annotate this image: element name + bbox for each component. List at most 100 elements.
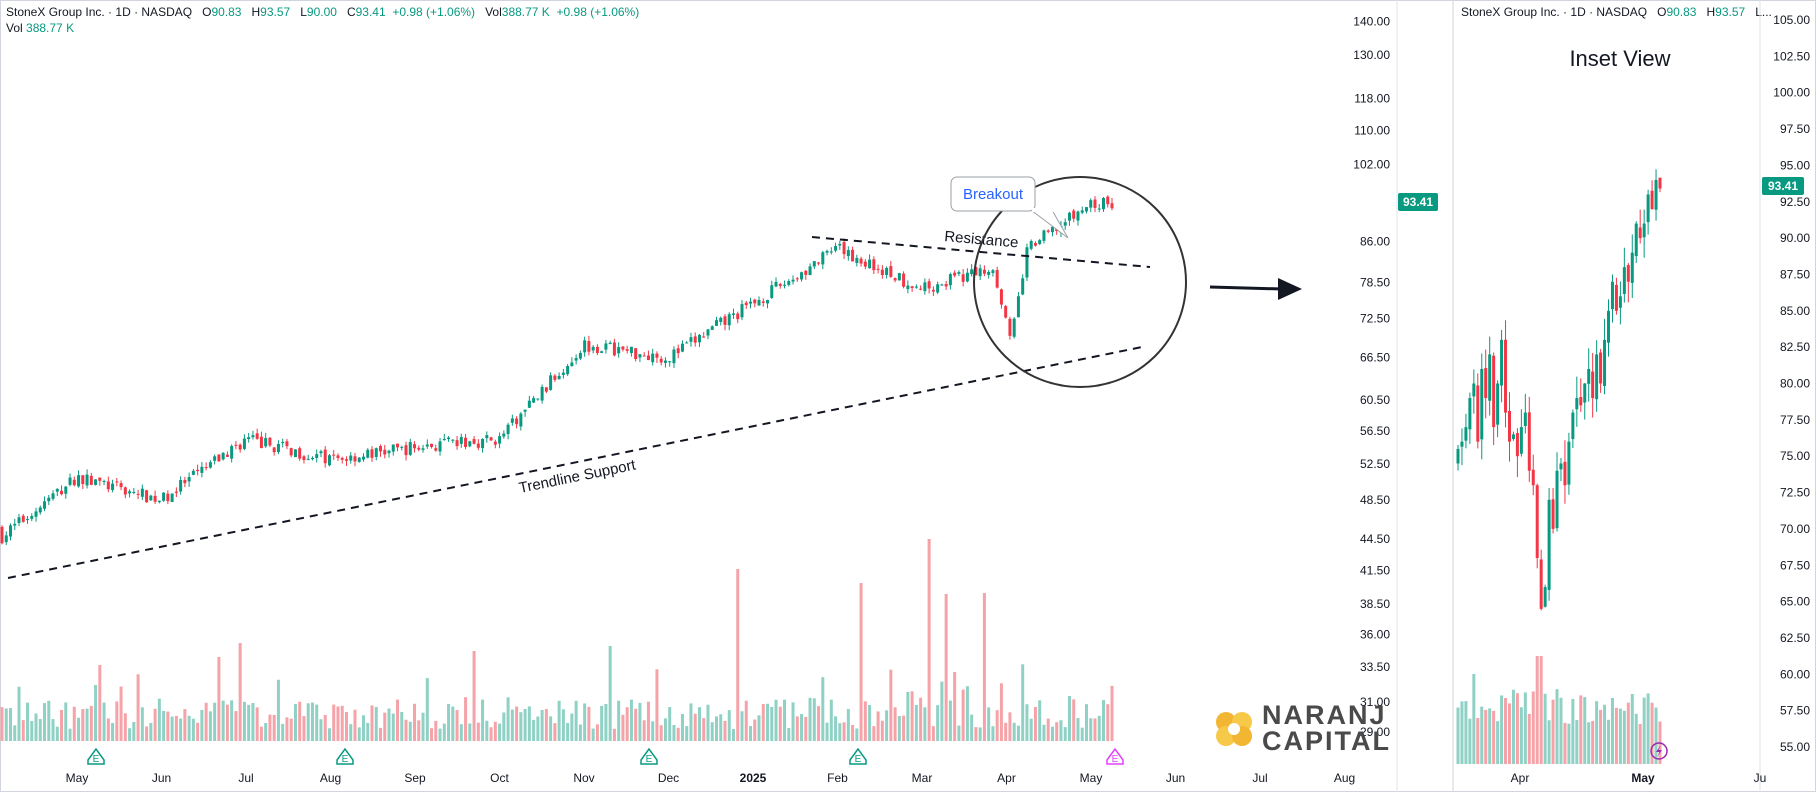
inset-volume-bar bbox=[1488, 708, 1492, 764]
candle-body bbox=[225, 454, 229, 457]
volume-bar bbox=[1046, 718, 1050, 741]
time-tick-14: Jul bbox=[1252, 771, 1267, 785]
earnings-marker-label: E bbox=[855, 754, 862, 765]
candle-body bbox=[557, 375, 561, 380]
breakout-callout[interactable] bbox=[950, 176, 1036, 212]
volume-bar bbox=[523, 708, 527, 741]
inset-volume-bar bbox=[1551, 699, 1555, 764]
earnings-marker-icon[interactable] bbox=[1106, 747, 1124, 765]
candle-body bbox=[851, 249, 855, 262]
candle-body bbox=[570, 362, 574, 366]
volume-bar bbox=[162, 710, 166, 741]
volume-bar bbox=[753, 719, 757, 741]
candle-body bbox=[502, 433, 506, 437]
volume-bar bbox=[485, 720, 489, 741]
inset-volume-bar bbox=[1622, 710, 1626, 764]
inset-volume-bar bbox=[1472, 674, 1476, 764]
candle-body bbox=[468, 441, 472, 447]
inset-candle-body bbox=[1511, 434, 1515, 440]
candle-body bbox=[863, 261, 867, 267]
volume-bar bbox=[123, 713, 127, 741]
inset-candle-body bbox=[1480, 368, 1484, 440]
volume-bar bbox=[400, 711, 404, 741]
inset-candle-body bbox=[1504, 339, 1508, 413]
candle-body bbox=[697, 334, 701, 343]
candle-body bbox=[876, 268, 880, 270]
breakout-circle[interactable] bbox=[973, 176, 1187, 388]
volume-bar bbox=[1080, 727, 1084, 741]
earnings-marker-icon[interactable] bbox=[336, 747, 354, 765]
volume-bar bbox=[829, 699, 833, 741]
candle-body bbox=[145, 490, 149, 503]
candle-body bbox=[396, 443, 400, 448]
inset-candle-body bbox=[1618, 296, 1622, 308]
volume-bar bbox=[821, 677, 825, 741]
volume-bar bbox=[47, 700, 51, 741]
candle-body bbox=[459, 437, 463, 444]
inset-symbol-label[interactable]: StoneX Group Inc. · 1D · NASDAQ bbox=[1461, 5, 1648, 19]
volume-bar bbox=[413, 703, 417, 741]
volume-bar bbox=[804, 716, 808, 741]
candle-body bbox=[914, 286, 918, 288]
main-legend: StoneX Group Inc. · 1D · NASDAQ O90.83 H… bbox=[6, 5, 639, 19]
volume-bar bbox=[217, 657, 221, 741]
volume-bar bbox=[336, 706, 340, 741]
volume-bar bbox=[570, 713, 574, 741]
volume-bar bbox=[1012, 722, 1016, 741]
inset-volume-bar bbox=[1563, 722, 1567, 764]
candle-body bbox=[404, 445, 408, 456]
candle-body bbox=[357, 457, 361, 462]
inset-candle-body bbox=[1519, 427, 1523, 454]
volume-bar bbox=[179, 718, 183, 741]
volume-bar bbox=[289, 718, 293, 741]
earnings-marker-icon[interactable] bbox=[640, 747, 658, 765]
volume-bar bbox=[157, 698, 161, 741]
time-tick-15: Aug bbox=[1334, 771, 1355, 785]
lightning-icon[interactable] bbox=[1650, 742, 1668, 760]
price-tick-19: 29.00 bbox=[1360, 725, 1390, 739]
volume-bar bbox=[944, 594, 948, 741]
volume-bar bbox=[196, 722, 200, 741]
candle-body bbox=[1106, 196, 1110, 205]
inset-candle-body bbox=[1658, 177, 1662, 189]
candle-body bbox=[400, 446, 404, 448]
volume-bar bbox=[26, 702, 30, 741]
volume-bar bbox=[965, 686, 969, 741]
inset-volume-bar bbox=[1480, 706, 1484, 764]
candle-body bbox=[472, 439, 476, 444]
candle-body bbox=[676, 348, 680, 354]
inset-volume-bars bbox=[1456, 656, 1662, 764]
symbol-label[interactable]: StoneX Group Inc. · 1D · NASDAQ bbox=[6, 5, 193, 19]
inset-volume-bar bbox=[1492, 710, 1496, 764]
candle-body bbox=[1025, 247, 1029, 278]
candle-body bbox=[493, 441, 497, 445]
inset-volume-bar bbox=[1579, 695, 1583, 764]
candle-body bbox=[34, 511, 38, 517]
volume-bar bbox=[417, 720, 421, 741]
candle-body bbox=[612, 342, 616, 356]
candle-body bbox=[608, 342, 612, 345]
inset-volume-bar bbox=[1460, 701, 1464, 764]
trendline-support-line[interactable] bbox=[7, 346, 1143, 579]
volume-bar bbox=[655, 669, 659, 741]
volume-bar bbox=[430, 728, 434, 741]
earnings-marker-label: E bbox=[342, 754, 349, 765]
resistance-line[interactable] bbox=[811, 236, 1151, 268]
inset-volume-bar bbox=[1504, 698, 1508, 764]
volume-bar bbox=[1008, 712, 1012, 741]
main-candles bbox=[0, 195, 1114, 546]
inset-price-tick-20: 55.00 bbox=[1780, 740, 1810, 754]
volume-bar bbox=[532, 719, 536, 741]
earnings-marker-icon[interactable] bbox=[849, 747, 867, 765]
candle-body bbox=[434, 448, 438, 451]
vol-value: 388.77 K bbox=[501, 5, 550, 19]
candle-body bbox=[272, 447, 276, 453]
earnings-marker-icon[interactable] bbox=[87, 747, 105, 765]
candle-body bbox=[55, 488, 59, 492]
volume-bar bbox=[910, 691, 914, 741]
candle-body bbox=[94, 479, 98, 485]
candle-body bbox=[561, 372, 565, 375]
last-price-badge bbox=[1398, 193, 1438, 211]
